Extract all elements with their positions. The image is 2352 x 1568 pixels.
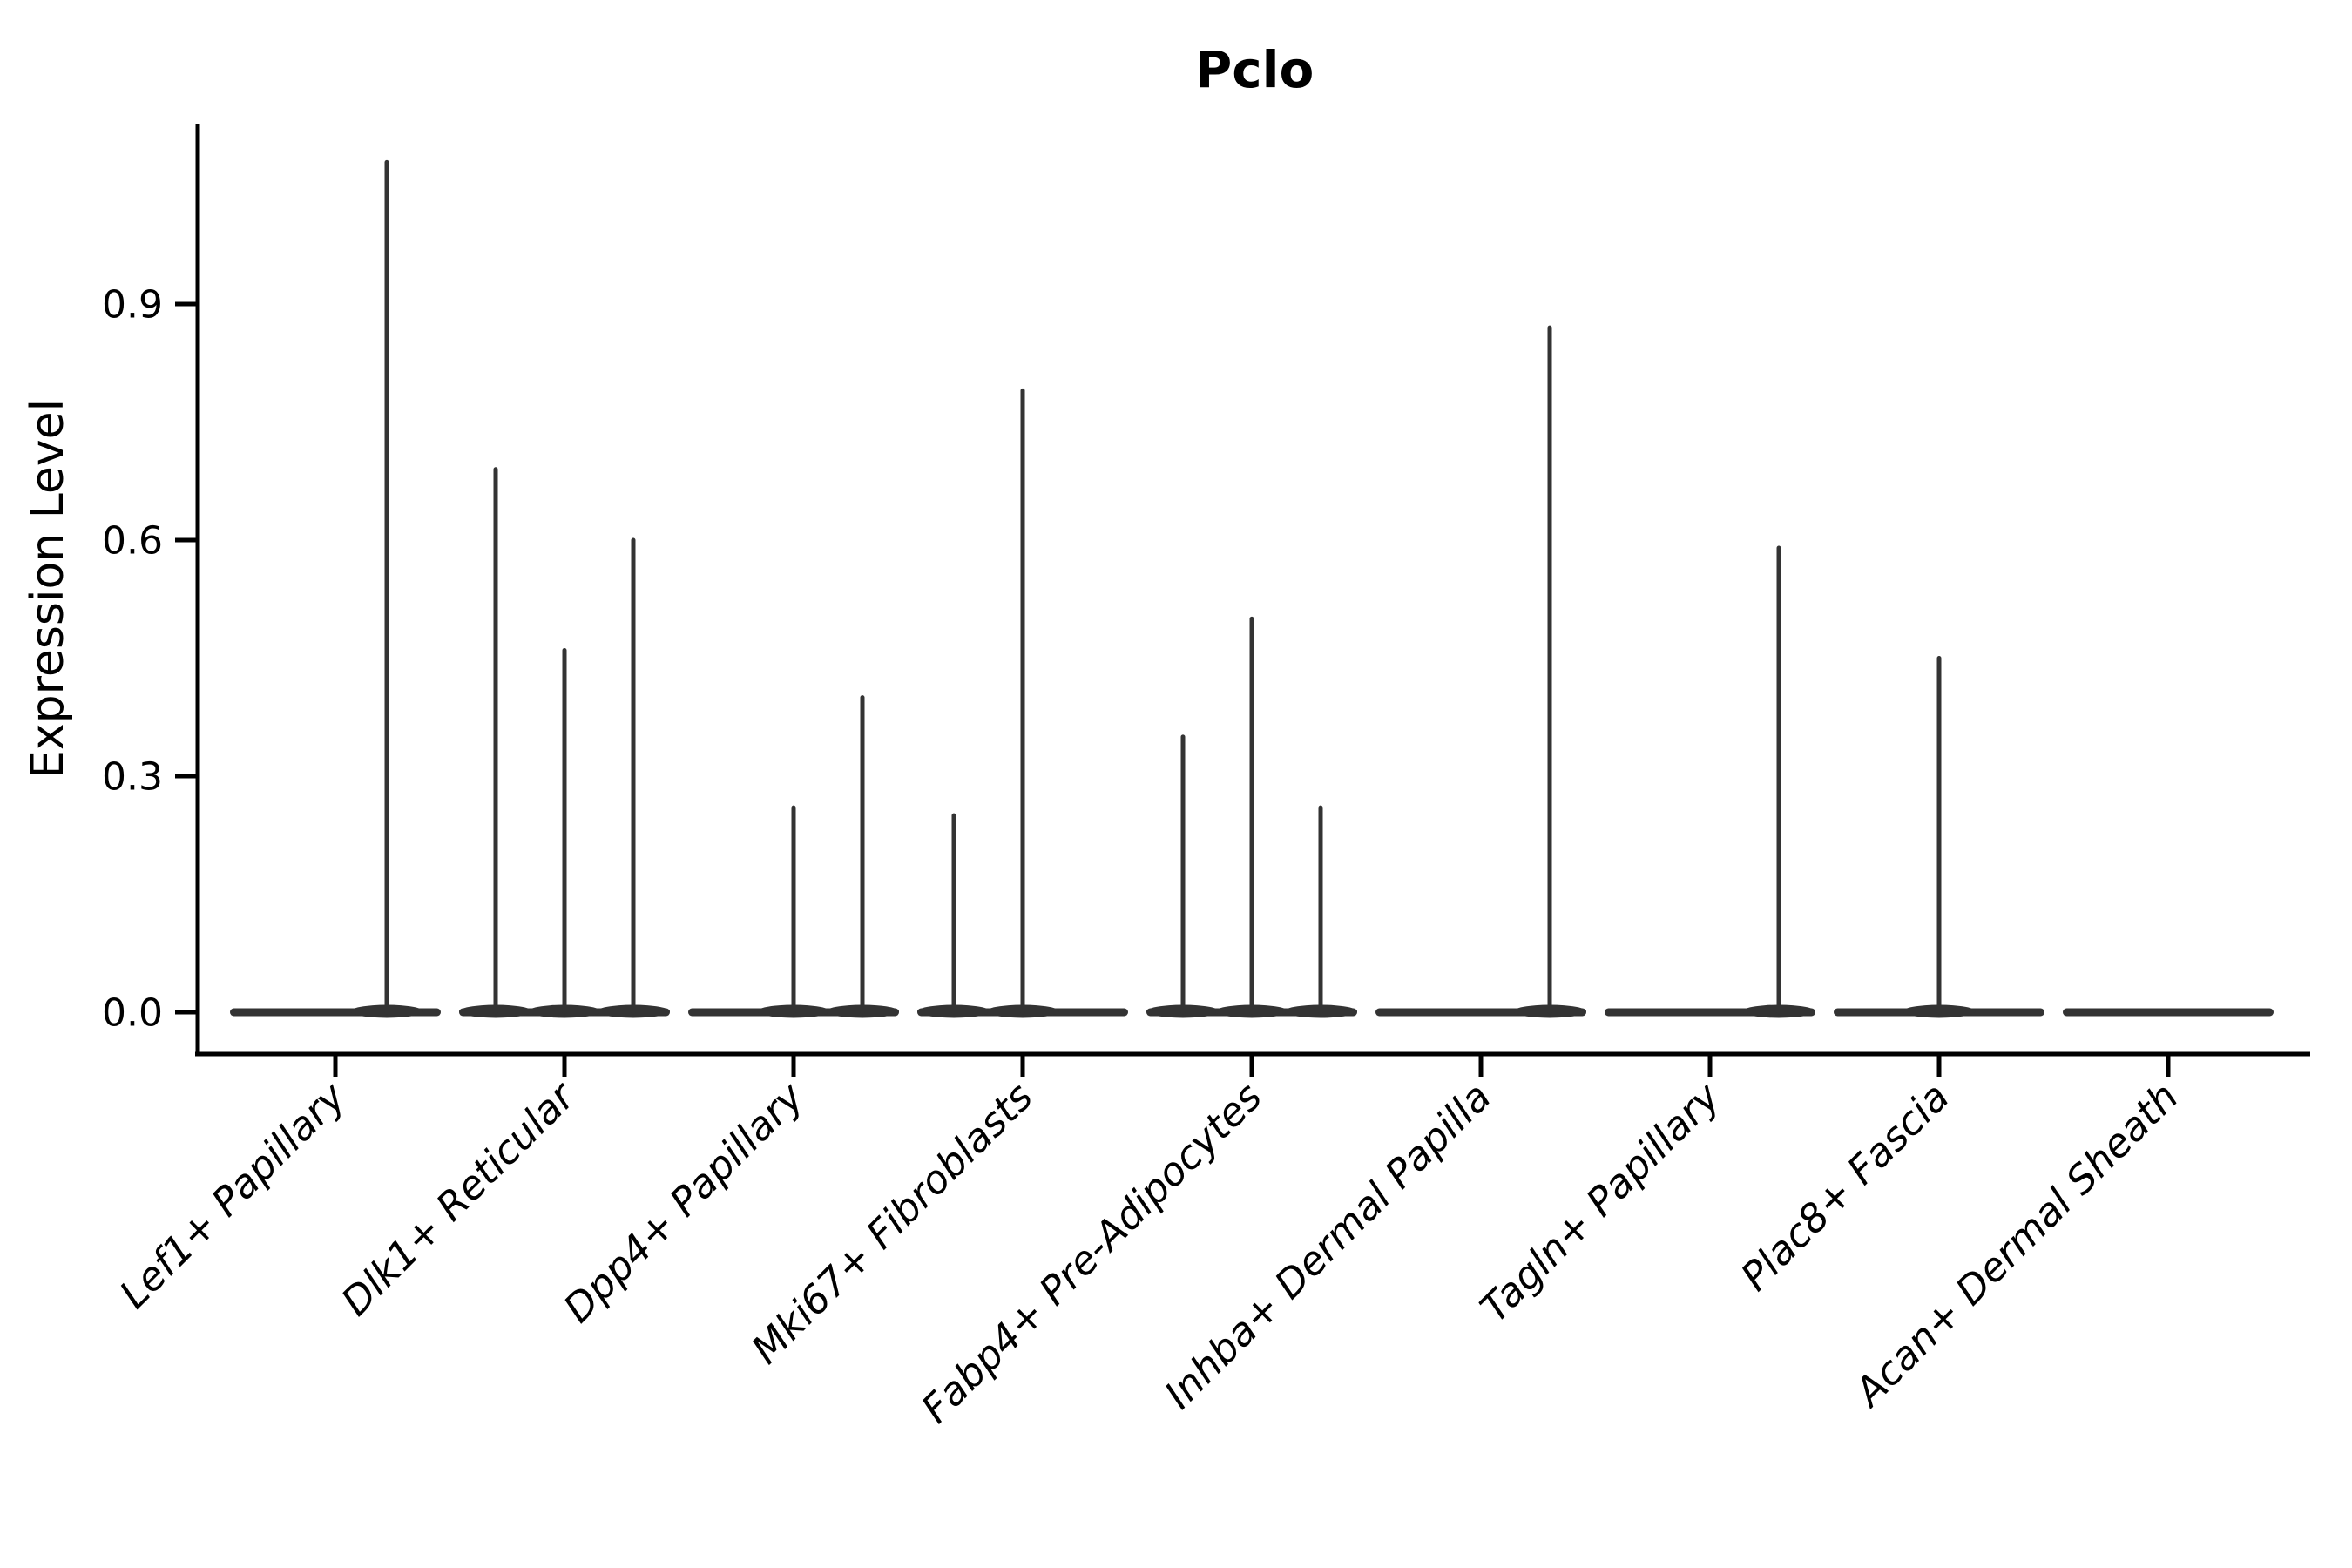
y-tick-label: 0.6 [102, 518, 163, 563]
violin-group [459, 467, 670, 1018]
violin-group [1605, 545, 1815, 1018]
violin-group [917, 388, 1128, 1018]
chart-title: Pclo [1195, 40, 1315, 99]
violins-layer [230, 159, 2274, 1018]
y-tick-label: 0.3 [102, 754, 163, 799]
y-axis-label: Expression Level [22, 399, 74, 779]
violin-group [1375, 325, 1586, 1018]
violin-group [1146, 616, 1357, 1018]
y-tick-label: 0.0 [102, 990, 163, 1035]
y-tick-label: 0.9 [102, 282, 163, 327]
violin-group [1834, 656, 2044, 1018]
violin-group [688, 695, 899, 1018]
violin-group [2063, 1008, 2274, 1017]
y-ticks-layer: 0.0 0.3 0.6 0.9 [102, 282, 198, 1035]
violin-baseline [2063, 1008, 2274, 1017]
violin-group [230, 159, 441, 1018]
